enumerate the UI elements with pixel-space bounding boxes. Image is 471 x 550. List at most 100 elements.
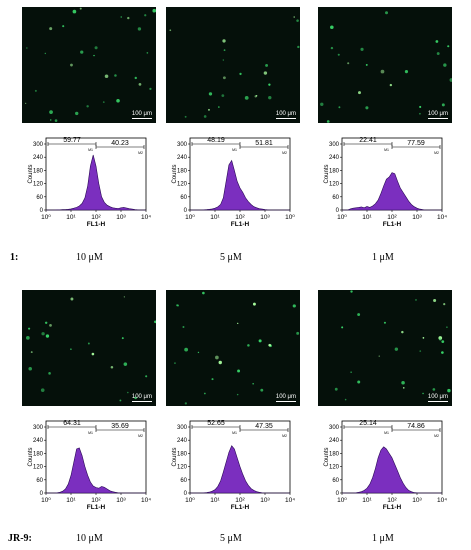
fluorescent-cell bbox=[347, 62, 350, 65]
fluorescent-cell bbox=[296, 19, 299, 22]
fluorescent-cell bbox=[297, 45, 300, 49]
fluorescent-cell bbox=[146, 52, 149, 54]
fluorescent-cell bbox=[401, 380, 405, 385]
x-tick-label: 10³ bbox=[260, 214, 270, 221]
histogram-area bbox=[46, 447, 146, 494]
scale-bar-label: 100 μm bbox=[427, 111, 448, 117]
concentration-label: 10 μM bbox=[76, 252, 103, 263]
fluorescent-cell bbox=[116, 98, 120, 103]
fluorescent-cell bbox=[268, 95, 272, 100]
gate-m2-label: M2 bbox=[138, 434, 143, 438]
scale-bar bbox=[132, 118, 152, 119]
fluorescent-cell bbox=[154, 320, 156, 324]
fluorescent-cell bbox=[441, 103, 445, 107]
fluorescent-cell bbox=[435, 40, 439, 43]
gate-m1-label: M1 bbox=[88, 431, 93, 435]
fluorescent-cell bbox=[204, 392, 206, 395]
y-tick-label: 180 bbox=[33, 451, 44, 457]
fluorescent-cell bbox=[341, 326, 344, 329]
scale-bar bbox=[428, 118, 448, 119]
x-tick-label: 10³ bbox=[412, 497, 422, 504]
x-tick-label: 10¹ bbox=[362, 214, 372, 221]
x-axis-label: FL1-H bbox=[383, 504, 402, 511]
fluorescent-cell bbox=[443, 63, 447, 67]
scale-bar bbox=[276, 118, 296, 119]
gate-m2-percent: 77.59 bbox=[407, 140, 425, 147]
fluorescent-cell bbox=[419, 112, 421, 115]
fluorescent-cell bbox=[26, 47, 28, 49]
fluorescent-cell bbox=[28, 366, 32, 371]
x-tick-label: 10¹ bbox=[66, 214, 76, 221]
fluorescent-cell bbox=[222, 39, 226, 43]
y-tick-label: 240 bbox=[177, 155, 188, 161]
y-tick-label: 300 bbox=[177, 142, 188, 148]
fluorescent-cell bbox=[79, 7, 82, 10]
fluorescence-micrograph: 100 μm bbox=[318, 7, 452, 123]
fluorescent-cell bbox=[184, 402, 187, 405]
scale-bar-label: 100 μm bbox=[131, 394, 152, 400]
gate-m2-percent: 35.69 bbox=[111, 423, 129, 430]
scale-bar-label: 100 μm bbox=[427, 394, 448, 400]
fluorescent-cell bbox=[72, 9, 77, 14]
y-tick-label: 120 bbox=[177, 182, 188, 188]
fluorescence-micrograph: 100 μm bbox=[166, 290, 300, 406]
fluorescent-cell bbox=[252, 383, 254, 385]
fluorescence-micrograph: 100 μm bbox=[318, 290, 452, 406]
histogram-area bbox=[342, 172, 442, 211]
fluorescent-cell bbox=[197, 351, 200, 354]
y-tick-label: 300 bbox=[33, 142, 44, 148]
fluorescent-cell bbox=[419, 350, 422, 352]
fluorescent-cell bbox=[357, 313, 361, 317]
y-axis-label: Counts bbox=[172, 164, 178, 183]
fluorescent-cell bbox=[326, 120, 330, 123]
fluorescent-cell bbox=[237, 322, 239, 325]
fluorescent-cell bbox=[211, 378, 214, 381]
fluorescent-cell bbox=[320, 102, 324, 106]
concentration-label: 1 μM bbox=[372, 252, 394, 263]
fluorescent-cell bbox=[422, 337, 425, 339]
concentration-label: 1 μM bbox=[372, 533, 394, 544]
fluorescent-cell bbox=[152, 8, 156, 13]
y-tick-label: 240 bbox=[177, 438, 188, 444]
fluorescent-cell bbox=[260, 388, 264, 392]
gate-m2-percent: 74.86 bbox=[407, 423, 425, 430]
x-tick-label: 10⁴ bbox=[141, 214, 151, 221]
fluorescent-cell bbox=[404, 70, 409, 74]
y-tick-label: 300 bbox=[33, 425, 44, 431]
x-axis-label: FL1-H bbox=[231, 504, 250, 511]
histogram-area bbox=[46, 154, 146, 211]
fluorescent-cell bbox=[236, 393, 239, 396]
y-axis-label: Counts bbox=[28, 164, 34, 183]
fluorescent-cell bbox=[441, 351, 444, 354]
gate-m1-label: M1 bbox=[88, 148, 93, 152]
fluorescent-cell bbox=[330, 25, 334, 30]
fluorescent-cell bbox=[443, 303, 446, 306]
fluorescent-cell bbox=[215, 355, 219, 360]
x-tick-label: 10² bbox=[91, 214, 101, 221]
y-tick-label: 120 bbox=[33, 182, 44, 188]
fluorescent-cell bbox=[28, 327, 31, 330]
y-axis-label: Counts bbox=[324, 447, 330, 466]
fluorescent-cell bbox=[360, 47, 364, 51]
fluorescent-cell bbox=[176, 304, 179, 307]
fluorescent-cell bbox=[358, 91, 361, 95]
y-tick-label: 300 bbox=[177, 425, 188, 431]
fluorescent-cell bbox=[221, 94, 225, 97]
fluorescent-cell bbox=[114, 74, 117, 77]
x-tick-label: 10⁰ bbox=[41, 497, 51, 504]
gate-m1-label: M1 bbox=[384, 431, 389, 435]
fluorescent-cell bbox=[258, 339, 262, 343]
fluorescent-cell bbox=[378, 355, 380, 357]
x-tick-label: 10² bbox=[91, 497, 101, 504]
fluorescent-cell bbox=[237, 369, 241, 373]
fluorescent-cell bbox=[145, 375, 148, 378]
gate-m2-label: M2 bbox=[282, 434, 287, 438]
fluorescent-cell bbox=[244, 95, 249, 100]
x-tick-label: 10² bbox=[235, 214, 245, 221]
y-tick-label: 0 bbox=[40, 208, 44, 214]
fluorescent-cell bbox=[218, 360, 222, 365]
fluorescent-cell bbox=[93, 54, 95, 57]
fluorescent-cell bbox=[94, 46, 98, 50]
concentration-label: 10 μM bbox=[76, 533, 103, 544]
gate-m2-label: M2 bbox=[434, 434, 439, 438]
